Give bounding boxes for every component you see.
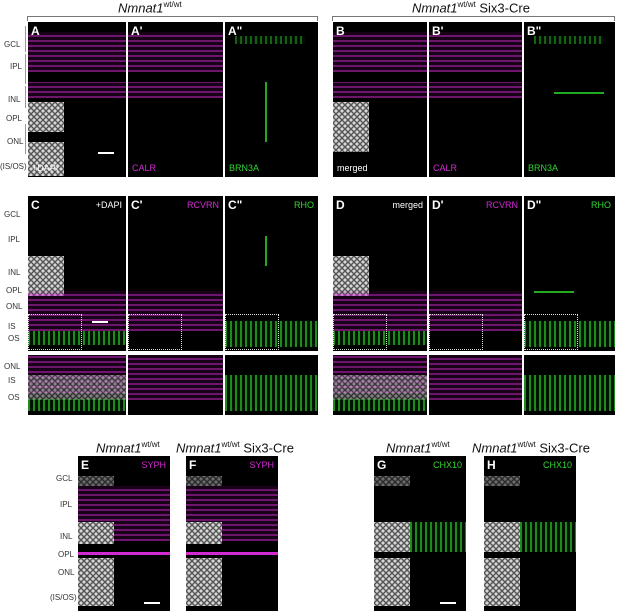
panel-letter: C' (131, 198, 143, 212)
panel-letter: G (377, 458, 387, 472)
panel-B-double-prime: B" BRN3A (524, 22, 615, 177)
layer-label: IPL (10, 62, 23, 71)
header-top-right: Nmnat1wt/wt Six3-Cre (412, 0, 530, 16)
layer-label: INL (60, 532, 73, 541)
scale-bar (92, 321, 108, 323)
stain-label: RHO (294, 200, 314, 210)
layer-label: INL (8, 95, 21, 104)
layer-label: IS (8, 322, 16, 331)
stain-label: BRN3A (528, 163, 559, 173)
panel-letter: A (31, 24, 40, 38)
stain-label: RHO (591, 200, 611, 210)
stain-label: RCVRN (186, 200, 219, 210)
layer-label: ONL (6, 302, 23, 311)
panel-letter: D (336, 198, 345, 212)
layer-label: OS (8, 334, 20, 343)
layer-label: ONL (58, 568, 75, 577)
panel-A: A +DAPI (28, 22, 126, 177)
panel-letter: E (81, 458, 90, 472)
layer-label: GCL (4, 210, 21, 219)
header-bot3: Nmnat1wt/wt (386, 440, 450, 456)
layer-bar (25, 124, 26, 154)
scale-bar (98, 152, 114, 154)
panel-letter: H (487, 458, 496, 472)
panel-C-prime: C' RCVRN (128, 196, 223, 351)
panel-E: E SYPH (78, 456, 170, 611)
panel-H: H CHX10 (484, 456, 576, 611)
layer-label: GCL (56, 474, 73, 483)
panel-letter: B' (432, 24, 444, 38)
header-top-left: Nmnat1wt/wt (118, 0, 182, 16)
panel-D-double-prime: D" RHO (524, 196, 615, 351)
layer-bar (25, 26, 26, 52)
bracket-top-right (332, 16, 615, 21)
panel-letter: B" (527, 24, 542, 38)
inset-C (28, 355, 126, 415)
layer-bar (25, 86, 26, 108)
stain-label: RCVRN (485, 200, 518, 210)
layer-label: (IS/OS) (0, 162, 27, 171)
layer-label: GCL (4, 40, 21, 49)
header-bot4: Nmnat1wt/wt Six3-Cre (472, 440, 590, 456)
layer-bar (25, 54, 26, 84)
inset-D (333, 355, 427, 415)
layer-label: IS (8, 376, 16, 385)
panel-letter: D" (527, 198, 542, 212)
stain-label: merged (337, 163, 368, 173)
layer-label: OS (8, 393, 20, 402)
layer-label: IPL (8, 235, 21, 244)
panel-F: F SYPH (186, 456, 278, 611)
panel-letter: F (189, 458, 197, 472)
inset-C-prime (128, 355, 223, 415)
stain-label: BRN3A (229, 163, 260, 173)
layer-label: ONL (7, 137, 24, 146)
header-bot2: Nmnat1wt/wt Six3-Cre (176, 440, 294, 456)
layer-label: OPL (6, 286, 23, 295)
inset-D-prime (429, 355, 522, 415)
layer-label: OPL (6, 114, 23, 123)
inset-C-double-prime (225, 355, 318, 415)
panel-letter: C (31, 198, 40, 212)
stain-label: CHX10 (542, 460, 572, 470)
panel-D: D merged (333, 196, 427, 351)
stain-label: SYPH (249, 460, 274, 470)
stain-label: SYPH (141, 460, 166, 470)
panel-letter: A' (131, 24, 143, 38)
scale-bar (440, 602, 456, 604)
stain-label: CALR (132, 163, 157, 173)
inset-D-double-prime (524, 355, 615, 415)
stain-label: +DAPI (32, 163, 59, 173)
layer-label: (IS/OS) (50, 593, 77, 602)
layer-label: OPL (58, 550, 75, 559)
stain-label: CHX10 (432, 460, 462, 470)
layer-label: INL (8, 268, 21, 277)
stain-label: CALR (433, 163, 458, 173)
bracket-top-left (27, 16, 318, 21)
stain-label: merged (392, 200, 423, 210)
panel-C-double-prime: C" RHO (225, 196, 318, 351)
header-bot1: Nmnat1wt/wt (96, 440, 160, 456)
panel-C: C +DAPI (28, 196, 126, 351)
panel-B-prime: B' CALR (429, 22, 522, 177)
stain-label: +DAPI (95, 200, 122, 210)
panel-A-prime: A' CALR (128, 22, 223, 177)
scale-bar (144, 602, 160, 604)
panel-letter: D' (432, 198, 444, 212)
panel-letter: A" (228, 24, 243, 38)
panel-B: B merged (333, 22, 427, 177)
panel-letter: C" (228, 198, 243, 212)
panel-D-prime: D' RCVRN (429, 196, 522, 351)
layer-label: ONL (4, 362, 21, 371)
panel-G: G CHX10 (374, 456, 466, 611)
panel-letter: B (336, 24, 345, 38)
layer-label: IPL (60, 500, 73, 509)
panel-A-double-prime: A" BRN3A (225, 22, 318, 177)
